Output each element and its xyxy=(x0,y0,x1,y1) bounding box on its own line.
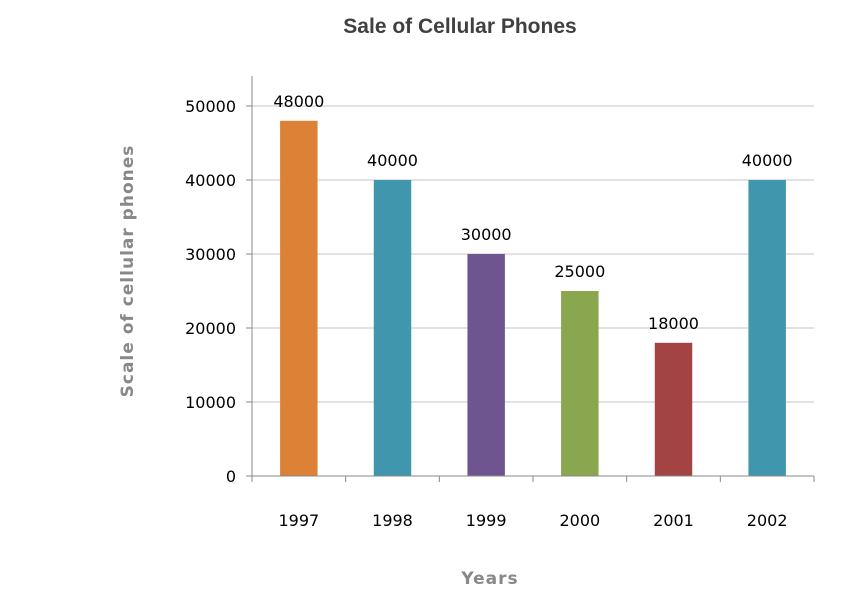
data-label: 48000 xyxy=(273,92,324,111)
y-tick-label: 0 xyxy=(226,467,236,486)
bars xyxy=(280,120,786,477)
data-label: 40000 xyxy=(367,151,418,170)
grid-lines xyxy=(246,105,814,477)
bar-2001 xyxy=(654,342,693,476)
x-tick-label: 1999 xyxy=(466,511,507,530)
y-tick-label: 40000 xyxy=(185,171,236,190)
y-tick-label: 30000 xyxy=(185,245,236,264)
bar-1998 xyxy=(373,180,412,476)
x-axis-label: Years xyxy=(460,569,518,589)
data-labels: 48000 40000 30000 25000 18000 40000 xyxy=(273,92,792,333)
x-tick-label: 2002 xyxy=(747,511,788,530)
y-tick-labels: 0 10000 20000 30000 40000 50000 xyxy=(185,97,236,486)
data-label: 30000 xyxy=(461,225,512,244)
x-tick-label: 2001 xyxy=(653,511,694,530)
data-label: 18000 xyxy=(648,314,699,333)
x-tick-labels: 1997 1998 1999 2000 2001 2002 xyxy=(251,476,815,530)
bar-2002 xyxy=(748,180,786,476)
data-label: 25000 xyxy=(554,262,605,281)
y-tick-label: 10000 xyxy=(185,393,236,412)
x-tick-label: 1997 xyxy=(278,511,319,530)
x-tick-label: 2000 xyxy=(559,511,600,530)
bar-1997 xyxy=(280,120,318,477)
bar-1999 xyxy=(467,254,505,476)
bar-2000 xyxy=(561,291,599,476)
data-label: 40000 xyxy=(742,151,793,170)
chart-title: Sale of Cellular Phones xyxy=(343,15,576,38)
y-tick-label: 50000 xyxy=(185,97,236,116)
x-tick-label: 1998 xyxy=(372,511,413,530)
y-tick-label: 20000 xyxy=(185,319,236,338)
y-axis-label: Scale of cellular phones xyxy=(118,145,138,398)
